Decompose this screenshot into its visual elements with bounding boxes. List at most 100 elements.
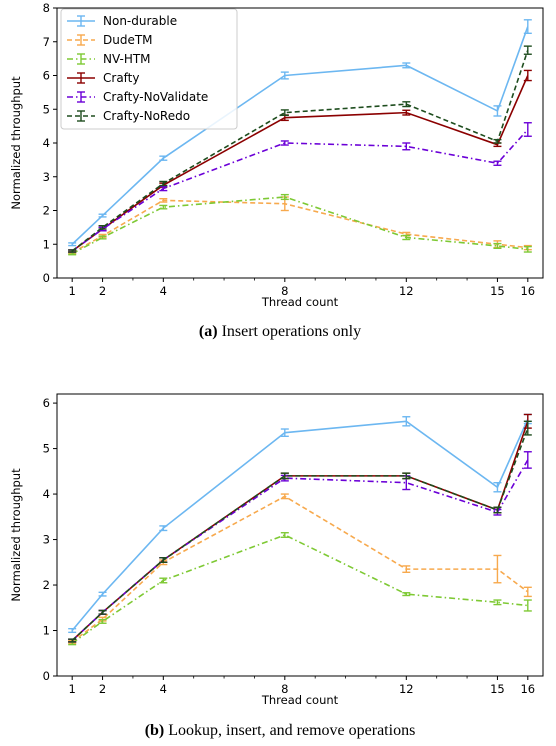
y-tick-label: 8 <box>43 1 50 15</box>
data-point <box>493 481 502 493</box>
y-tick-label: 2 <box>43 578 50 592</box>
x-tick-label: 2 <box>99 284 106 298</box>
data-point <box>523 245 532 253</box>
y-tick-label: 5 <box>43 102 50 116</box>
series-nv-htm <box>68 532 532 646</box>
data-point <box>493 506 502 514</box>
data-point <box>280 472 289 480</box>
legend-item: DudeTM <box>67 33 153 47</box>
series-dudetm <box>68 493 532 644</box>
legend-label: Crafty <box>103 71 140 85</box>
x-tick-label: 1 <box>69 284 76 298</box>
series-crafty <box>68 413 532 643</box>
x-tick-label: 16 <box>520 284 535 298</box>
data-point <box>280 493 289 500</box>
y-tick-label: 1 <box>43 237 50 251</box>
data-point <box>159 577 168 584</box>
data-point <box>493 160 502 166</box>
data-point <box>98 235 107 240</box>
series-line <box>71 128 529 252</box>
y-tick-label: 3 <box>43 170 50 184</box>
legend-item: Crafty-NoValidate <box>67 90 208 104</box>
data-point <box>159 197 168 203</box>
series-crafty-novalidate <box>68 122 532 253</box>
series-nv-htm <box>68 193 532 256</box>
legend-label: Crafty-NoValidate <box>103 90 208 104</box>
data-point <box>280 428 289 437</box>
y-axis-label: Normalized throughput <box>9 468 23 602</box>
x-tick-label: 2 <box>99 682 106 696</box>
caption-text: Insert operations only <box>218 323 362 340</box>
series-line <box>71 199 528 254</box>
legend-item: Non-durable <box>67 14 177 28</box>
data-point <box>523 451 532 469</box>
data-point <box>159 185 168 192</box>
x-tick-label: 16 <box>520 682 535 696</box>
data-point <box>493 138 502 144</box>
data-point <box>159 180 168 187</box>
data-point <box>159 155 168 161</box>
data-point <box>280 532 289 538</box>
y-tick-label: 6 <box>43 69 50 83</box>
y-tick-label: 2 <box>43 204 50 218</box>
data-point <box>402 101 411 108</box>
data-point <box>402 592 411 597</box>
series-non-durable <box>68 19 532 247</box>
series-dudetm <box>68 196 532 255</box>
y-tick-label: 0 <box>43 669 50 683</box>
data-point <box>402 472 411 480</box>
series-line <box>71 459 529 642</box>
legend-label: DudeTM <box>103 33 153 47</box>
legend: Non-durable DudeTM NV-HTM Crafty Crafty-NoVa… <box>60 8 238 130</box>
y-tick-label: 6 <box>43 396 50 410</box>
legend-box <box>60 8 238 130</box>
series-crafty-noredo <box>68 420 532 643</box>
data-point <box>402 565 411 573</box>
series-crafty-noredo <box>68 45 532 253</box>
data-point <box>493 599 502 606</box>
legend-item: Crafty <box>67 71 140 85</box>
data-point <box>159 557 168 563</box>
legend-item: NV-HTM <box>67 52 151 66</box>
x-tick-label: 15 <box>490 682 505 696</box>
x-tick-label: 15 <box>490 284 505 298</box>
legend-label: Crafty-NoRedo <box>103 109 190 123</box>
series-non-durable <box>68 413 532 634</box>
data-point <box>280 71 289 80</box>
series-line <box>71 495 529 643</box>
data-point <box>159 204 168 210</box>
series-line <box>71 534 528 644</box>
data-point <box>523 69 532 82</box>
x-tick-label: 4 <box>160 284 167 298</box>
x-tick-label: 8 <box>281 682 288 696</box>
data-point <box>402 109 411 116</box>
y-tick-label: 7 <box>43 35 50 49</box>
data-point <box>98 609 107 615</box>
legend-label: Non-durable <box>103 14 177 28</box>
y-tick-label: 4 <box>43 487 50 501</box>
data-point <box>98 213 107 218</box>
caption-label: (b) <box>145 722 165 739</box>
data-point <box>523 19 532 35</box>
caption-text: Lookup, insert, and remove operations <box>164 722 415 739</box>
x-tick-label: 8 <box>281 284 288 298</box>
y-tick-label: 1 <box>43 624 50 638</box>
series-line <box>71 196 528 255</box>
legend-label: NV-HTM <box>103 52 151 66</box>
data-point <box>68 242 77 247</box>
series-crafty-novalidate <box>68 451 532 643</box>
data-point <box>280 109 289 117</box>
data-point <box>68 249 77 253</box>
data-point <box>159 525 168 532</box>
figure-caption: (a) Insert operations only <box>199 323 361 340</box>
x-axis-label: Thread count <box>261 693 339 707</box>
legend-item: Crafty-NoRedo <box>67 109 190 123</box>
y-tick-label: 4 <box>43 136 50 150</box>
data-point <box>402 234 411 241</box>
data-point <box>280 140 289 146</box>
data-point <box>493 105 502 117</box>
data-point <box>523 586 532 598</box>
